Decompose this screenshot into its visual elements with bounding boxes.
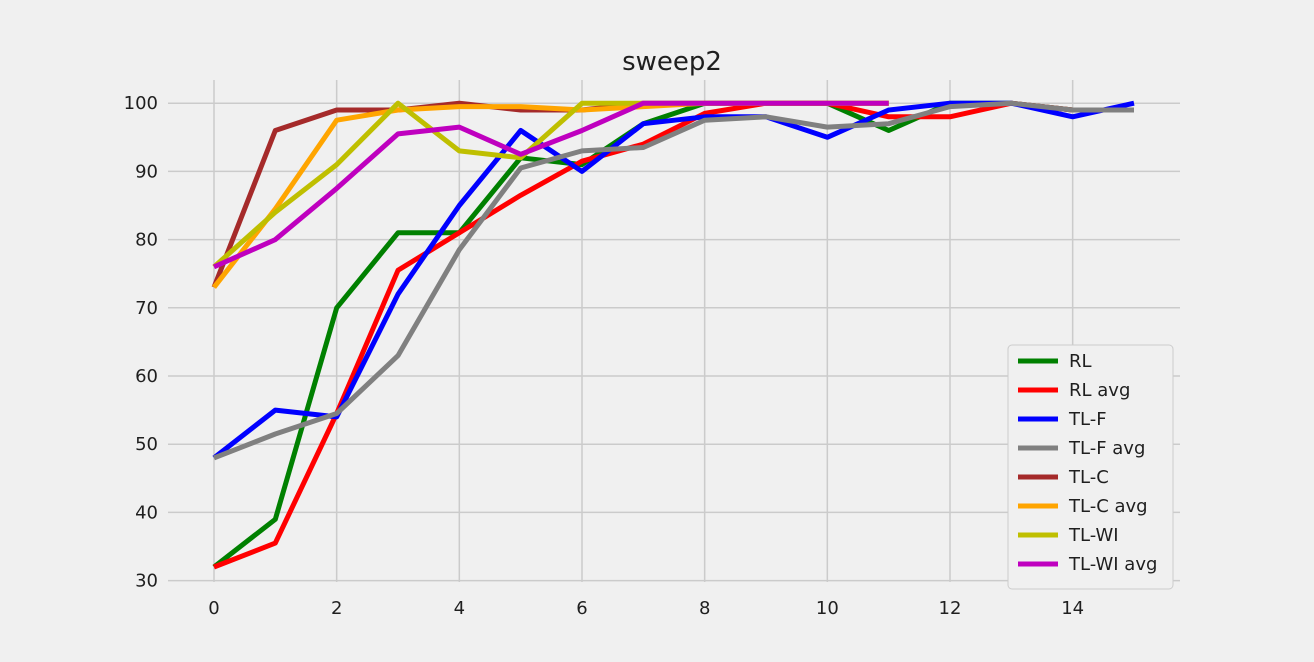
x-tick-label: 4 xyxy=(454,598,465,619)
legend-label: TL-C avg xyxy=(1068,496,1148,517)
y-tick-label: 60 xyxy=(135,366,158,387)
legend-label: TL-WI xyxy=(1068,525,1119,546)
legend-label: TL-F avg xyxy=(1068,438,1145,459)
y-axis-ticks: 30 40 50 60 70 80 90 100 xyxy=(124,93,158,591)
legend-label: TL-WI avg xyxy=(1068,554,1157,575)
y-tick-label: 30 xyxy=(135,571,158,592)
y-tick-label: 40 xyxy=(135,502,158,523)
x-tick-label: 12 xyxy=(939,598,962,619)
series-line-tl-f-avg xyxy=(213,100,1134,461)
series-line-rl-avg xyxy=(213,100,1134,570)
y-tick-label: 50 xyxy=(135,434,158,455)
x-tick-label: 8 xyxy=(699,598,710,619)
legend-label: TL-F xyxy=(1068,409,1107,430)
legend-item: TL-F xyxy=(1018,409,1107,430)
legend-label: RL xyxy=(1069,351,1092,372)
legend-item: RL avg xyxy=(1018,380,1130,401)
x-tick-label: 6 xyxy=(576,598,587,619)
legend-item: TL-C xyxy=(1018,467,1109,488)
y-tick-label: 70 xyxy=(135,298,158,319)
legend-item: TL-C avg xyxy=(1018,496,1148,517)
series-line-tl-wi-avg xyxy=(212,100,889,270)
legend-label: RL avg xyxy=(1069,380,1130,401)
legend-label: TL-C xyxy=(1068,467,1109,488)
series-lines xyxy=(211,100,1135,570)
x-tick-label: 10 xyxy=(816,598,839,619)
x-tick-label: 14 xyxy=(1061,598,1084,619)
legend-item: TL-F avg xyxy=(1018,438,1145,459)
legend-item: TL-WI avg xyxy=(1018,554,1157,575)
legend-item: TL-WI xyxy=(1018,525,1119,546)
chart-title: sweep2 xyxy=(622,47,722,77)
x-tick-label: 2 xyxy=(331,598,342,619)
x-axis-ticks: 0 2 4 6 8 10 12 14 xyxy=(208,598,1084,619)
y-tick-label: 90 xyxy=(135,161,158,182)
legend-box xyxy=(1007,344,1174,590)
y-tick-label: 80 xyxy=(135,230,158,251)
x-tick-label: 0 xyxy=(208,598,219,619)
legend-item: RL xyxy=(1018,351,1092,372)
legend: RL RL avg TL-F TL-F avg TL-C TL-C avg TL-WI TL-… xyxy=(1007,344,1174,590)
y-tick-label: 100 xyxy=(124,93,158,114)
